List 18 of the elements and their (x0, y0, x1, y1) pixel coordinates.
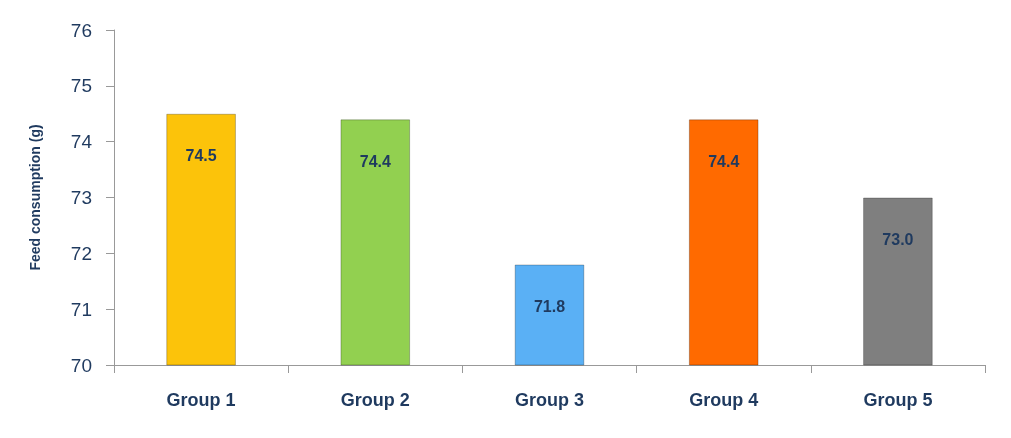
y-axis-title: Feed consumption (g) (27, 124, 43, 271)
data-label: 74.5 (185, 147, 217, 165)
data-label: 74.4 (359, 152, 391, 170)
x-tick-label: Group 2 (340, 390, 410, 410)
x-tick-label: Group 1 (166, 390, 236, 410)
x-tick-label: Group 3 (514, 390, 585, 410)
y-tick-label: 72 (70, 242, 92, 264)
x-tick-label: Group 5 (863, 390, 933, 410)
data-label: 71.8 (533, 298, 566, 315)
y-tick-label: 75 (70, 75, 92, 97)
data-label: 73.0 (882, 231, 914, 248)
y-tick-label: 76 (70, 19, 92, 41)
y-tick-label: 74 (70, 131, 93, 153)
y-tick-label: 73 (70, 187, 92, 208)
y-tick-label: 71 (70, 298, 92, 320)
data-label: 74.4 (708, 152, 740, 170)
y-tick-label: 70 (70, 354, 92, 376)
x-tick-label: Group 4 (689, 390, 759, 410)
